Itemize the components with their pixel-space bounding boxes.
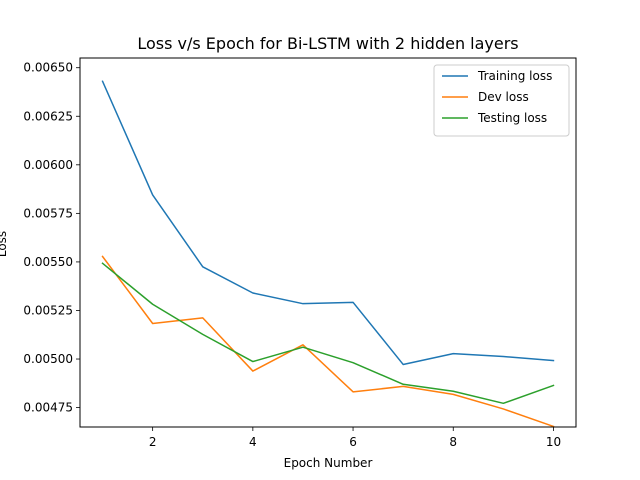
legend-label-1: Training loss bbox=[477, 69, 552, 83]
y-tick-label: 0.00500 bbox=[23, 352, 73, 366]
y-tick-label: 0.00600 bbox=[23, 158, 73, 172]
x-tick-label: 6 bbox=[349, 435, 357, 449]
legend: Training loss Dev loss Testing loss bbox=[433, 64, 570, 137]
x-tick-label: 8 bbox=[449, 435, 457, 449]
x-tick-label: 4 bbox=[249, 435, 257, 449]
series-layer bbox=[101, 80, 555, 428]
x-axis-label: Epoch Number bbox=[284, 456, 373, 470]
x-tick-label: 10 bbox=[546, 435, 561, 449]
plot-area-frame bbox=[79, 57, 577, 428]
y-axis: 0.00475 0.00500 0.00525 0.00550 0.00575 0.006… bbox=[23, 61, 80, 415]
series-line-2 bbox=[101, 255, 555, 428]
x-axis: 2 4 6 8 10 bbox=[149, 427, 561, 449]
y-axis-label: Loss bbox=[0, 231, 9, 257]
series-line-3 bbox=[101, 262, 555, 405]
legend-label-2: Dev loss bbox=[478, 90, 529, 104]
x-tick-label: 2 bbox=[149, 435, 157, 449]
legend-label-3: Testing loss bbox=[477, 111, 547, 125]
chart-title: Loss v/s Epoch for Bi-LSTM with 2 hidden… bbox=[137, 34, 518, 53]
y-tick-label: 0.00475 bbox=[23, 401, 73, 415]
y-tick-label: 0.00650 bbox=[23, 61, 73, 75]
series-line-1 bbox=[101, 80, 555, 366]
y-tick-label: 0.00625 bbox=[23, 109, 73, 123]
y-tick-label: 0.00575 bbox=[23, 206, 73, 220]
y-tick-label: 0.00525 bbox=[23, 303, 73, 317]
y-tick-label: 0.00550 bbox=[23, 255, 73, 269]
